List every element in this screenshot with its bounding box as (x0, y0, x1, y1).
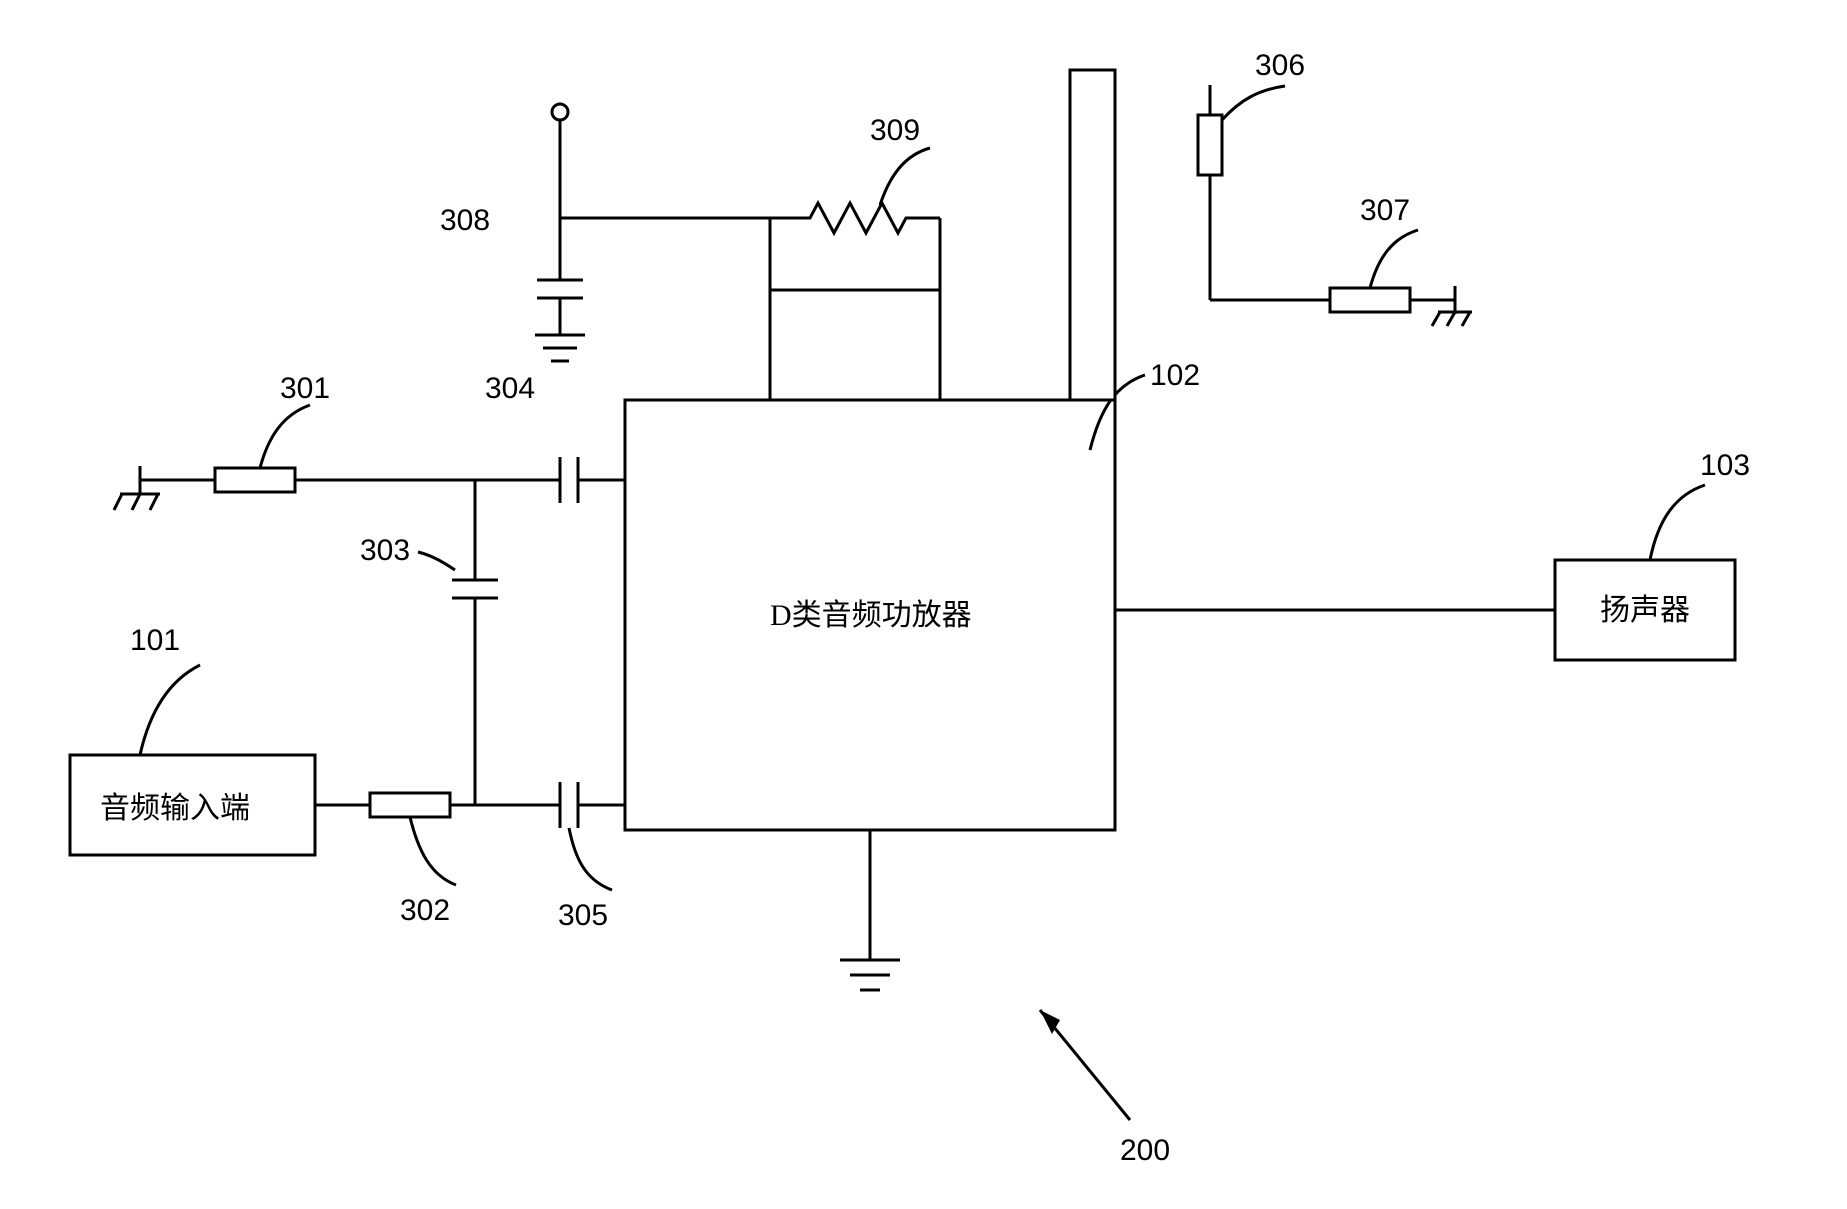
component-309 (770, 203, 940, 233)
component-303 (452, 480, 498, 805)
open-terminal (552, 104, 568, 120)
ref-200: 200 (1120, 1134, 1170, 1167)
ref-304: 304 (485, 372, 535, 405)
leader-305 (569, 828, 612, 890)
leader-309 (880, 148, 930, 205)
ref-308: 308 (440, 204, 490, 237)
component-305 (530, 782, 625, 828)
chassis-ground-left (114, 466, 160, 510)
leader-306 (1222, 86, 1285, 120)
component-301 (215, 468, 295, 492)
ref-303: 303 (360, 534, 410, 567)
ref-103: 103 (1700, 449, 1750, 482)
leader-101 (140, 665, 200, 755)
component-308 (537, 218, 583, 335)
ref-306: 306 (1255, 49, 1305, 82)
label-speaker: 扬声器 (1600, 594, 1690, 627)
stub-rect (1070, 70, 1115, 400)
ref-309: 309 (870, 114, 920, 147)
ground-amp-bottom (840, 960, 900, 990)
figure-ref-arrow (1040, 1010, 1130, 1120)
label-audio-input: 音频输入端 (100, 792, 250, 825)
leader-301 (260, 405, 310, 468)
ref-305: 305 (558, 899, 608, 932)
chassis-ground-307 (1432, 286, 1472, 326)
circuit-diagram: 音频输入端 101 D类音频功放器 102 扬声器 103 302 305 (0, 0, 1847, 1209)
ground-308 (535, 335, 585, 361)
ref-102: 102 (1150, 359, 1200, 392)
ref-307: 307 (1360, 194, 1410, 227)
ref-302: 302 (400, 894, 450, 927)
label-amplifier: D类音频功放器 (770, 599, 972, 632)
leader-103 (1650, 485, 1705, 560)
leader-303 (418, 552, 455, 570)
leader-302 (410, 817, 456, 885)
ref-301: 301 (280, 372, 330, 405)
leader-307 (1370, 230, 1418, 288)
component-306 (1198, 115, 1222, 175)
ref-101: 101 (130, 624, 180, 657)
component-304 (530, 457, 625, 503)
component-307 (1330, 288, 1410, 312)
component-302 (370, 793, 450, 817)
